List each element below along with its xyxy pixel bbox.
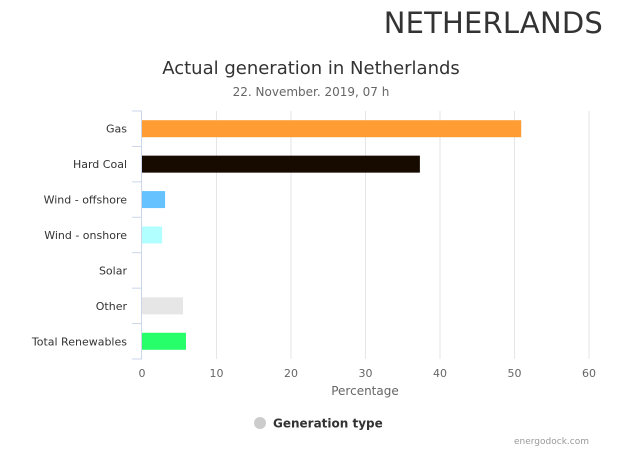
category-label: Wind - onshore (44, 229, 127, 242)
bar (142, 120, 522, 138)
x-tick-label: 40 (433, 367, 447, 380)
x-tick-label: 30 (359, 367, 373, 380)
x-tick-label: 60 (582, 367, 596, 380)
bar (142, 332, 186, 350)
grid-lines (132, 110, 590, 360)
bar (142, 297, 183, 315)
category-label: Solar (99, 264, 128, 277)
legend-label[interactable]: Generation type (273, 417, 383, 431)
x-tick-label: 0 (139, 367, 146, 380)
bar (142, 155, 420, 173)
credit-text: energodock.com (514, 437, 589, 447)
legend-marker-icon (254, 417, 266, 429)
category-label: Gas (106, 123, 127, 136)
category-labels: Gas Hard Coal Wind - offshore Wind - onshor… (31, 123, 128, 349)
category-label: Hard Coal (73, 158, 127, 171)
category-label: Other (96, 300, 128, 313)
chart-title: Actual generation in Netherlands (162, 58, 460, 79)
x-axis-ticks: 0 10 20 30 40 50 60 (139, 367, 597, 380)
x-tick-label: 50 (508, 367, 522, 380)
x-axis-title: Percentage (331, 384, 399, 398)
bar (142, 191, 166, 209)
bar (142, 226, 163, 244)
category-label: Total Renewables (31, 335, 127, 348)
bars (142, 120, 522, 350)
x-tick-label: 20 (284, 367, 298, 380)
chart-subtitle: 22. November. 2019, 07 h (233, 85, 390, 99)
x-tick-label: 10 (210, 367, 224, 380)
legend[interactable]: Generation type (254, 417, 383, 431)
country-title: NETHERLANDS (383, 6, 603, 40)
category-label: Wind - offshore (44, 194, 128, 207)
